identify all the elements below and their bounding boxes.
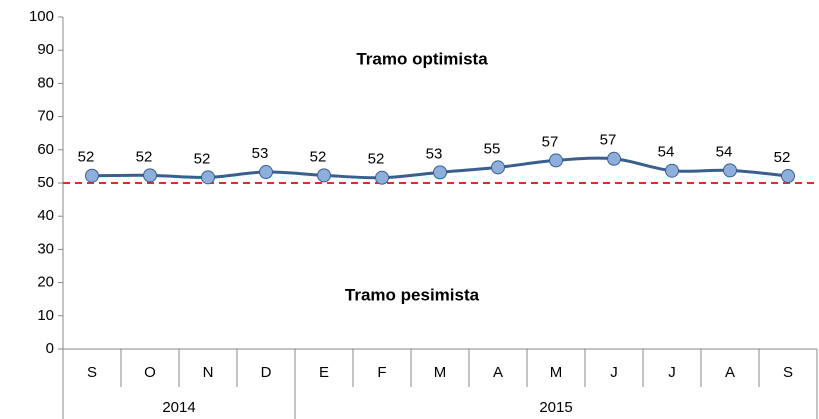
marker	[143, 168, 157, 183]
data-label: 55	[484, 140, 501, 157]
x-tick-label: F	[377, 364, 386, 381]
marker	[259, 165, 273, 180]
y-tick-label: 50	[37, 174, 54, 191]
marker	[375, 170, 389, 185]
y-tick-label: 10	[37, 307, 54, 324]
group-label: 2015	[539, 399, 572, 416]
group-label: 2014	[162, 399, 195, 416]
data-label: 52	[774, 149, 791, 166]
y-tick-label: 20	[37, 274, 54, 291]
data-label: 52	[310, 148, 327, 165]
marker	[665, 163, 679, 178]
x-tick-label: N	[203, 364, 214, 381]
x-tick-label: O	[144, 364, 156, 381]
x-tick-label: E	[319, 364, 329, 381]
data-label: 54	[658, 144, 675, 161]
marker	[607, 151, 621, 166]
y-tick-label: 30	[37, 240, 54, 257]
marker	[201, 170, 215, 185]
data-label: 52	[136, 148, 153, 165]
x-tick-label: M	[434, 364, 447, 381]
data-label: 52	[78, 149, 95, 166]
data-label: 52	[368, 151, 385, 168]
x-tick-label: S	[87, 364, 97, 381]
data-label: 53	[252, 145, 269, 162]
x-tick-label: J	[610, 364, 618, 381]
y-tick-label: 70	[37, 108, 54, 125]
marker	[491, 160, 505, 175]
y-tick-label: 60	[37, 141, 54, 158]
y-tick-label: 40	[37, 207, 54, 224]
marker	[549, 153, 563, 168]
marker	[317, 168, 331, 183]
data-label: 57	[600, 132, 617, 149]
x-tick-label: J	[668, 364, 676, 381]
marker	[781, 169, 795, 184]
x-tick-label: D	[261, 364, 272, 381]
y-tick-label: 80	[37, 74, 54, 91]
data-label: 57	[542, 133, 559, 150]
x-tick-label: A	[493, 364, 503, 381]
data-label: 54	[716, 143, 733, 160]
data-label: 52	[194, 150, 211, 167]
data-label: 53	[426, 145, 443, 162]
y-tick-label: 90	[37, 41, 54, 58]
marker	[85, 168, 99, 183]
y-tick-label: 100	[29, 8, 54, 25]
annotation: Tramo pesimista	[345, 285, 480, 304]
marker	[723, 163, 737, 178]
x-tick-label: A	[725, 364, 735, 381]
x-tick-label: M	[550, 364, 563, 381]
annotation: Tramo optimista	[356, 49, 488, 68]
marker	[433, 165, 447, 180]
x-tick-label: S	[783, 364, 793, 381]
y-tick-label: 0	[46, 340, 54, 357]
